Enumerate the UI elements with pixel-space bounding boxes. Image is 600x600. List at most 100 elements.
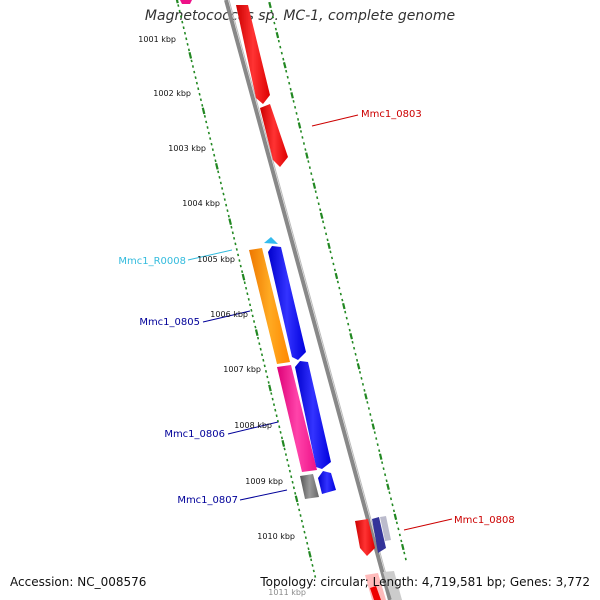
gene-Mmc1_0807[interactable]: [300, 474, 319, 499]
gene-feature-navy[interactable]: [372, 517, 386, 553]
ruler-right-minor-tick: [351, 340, 354, 344]
map-title: Magnetococcus sp. MC-1, complete genome: [144, 8, 456, 24]
gene-feature-gray-bottom[interactable]: [383, 571, 402, 600]
gene-Mmc1_0808[interactable]: [355, 519, 375, 556]
ruler-left-minor-tick: [264, 370, 268, 373]
ruler-right-minor-tick: [367, 407, 370, 410]
ruler-left-major-tick: [268, 384, 272, 392]
ruler-left-minor-tick: [288, 469, 291, 473]
ruler-left-minor-tick: [209, 137, 212, 140]
ruler-left-minor-tick: [287, 464, 290, 467]
ruler-labels: 1001 kbp 1002 kbp 1003 kbp 1004 kbp 1005…: [138, 35, 306, 597]
ruler-right-minor-tick: [282, 57, 285, 61]
ruler-left-minor-tick: [272, 403, 276, 407]
ruler-label-1010: 1010 kbp: [257, 532, 295, 541]
ruler-right-minor-tick: [358, 370, 362, 374]
gene-feature-blue-1[interactable]: [268, 246, 306, 360]
ruler-left-minor-tick: [247, 298, 250, 301]
ruler-left-minor-tick: [249, 303, 252, 307]
ruler-left-minor-tick: [191, 65, 194, 68]
ruler-right-minor-tick: [280, 51, 283, 55]
ruler-left-minor-tick: [201, 104, 204, 107]
gene-feature-blue-2[interactable]: [295, 361, 331, 469]
ruler-left-major-tick: [215, 162, 219, 170]
ruler-right-minor-tick: [356, 358, 359, 362]
ruler-right-minor-tick: [326, 238, 329, 242]
ruler-right-major-tick: [268, 1, 272, 9]
gene-Mmc1_0806[interactable]: [277, 365, 317, 472]
ruler-left-minor-tick: [284, 453, 287, 456]
ruler-right-minor-tick: [347, 322, 350, 326]
ruler-left-minor-tick: [312, 569, 315, 573]
ruler-label-1007: 1007 kbp: [223, 365, 261, 374]
ruler-right-minor-tick: [310, 172, 313, 175]
ruler-left-minor-tick: [223, 198, 226, 201]
ruler-left-minor-tick: [193, 70, 196, 74]
ruler-left-minor-tick: [225, 203, 228, 207]
ruler-right-minor-tick: [381, 461, 384, 464]
ruler-right-major-tick: [319, 212, 324, 219]
ruler-left-minor-tick: [210, 142, 213, 146]
gene-feature-red-1[interactable]: [236, 5, 270, 104]
leader-Mmc1_R0008: [187, 249, 233, 261]
ruler-left-minor-tick: [238, 259, 241, 262]
ruler-left-minor-tick: [198, 92, 201, 96]
ruler-right-minor-tick: [384, 473, 387, 477]
ruler-left-major-tick: [188, 52, 193, 59]
ruler-left-minor-tick: [271, 397, 274, 401]
ruler-left-minor-tick: [278, 425, 281, 429]
ruler-left-minor-tick: [197, 87, 200, 91]
ruler-left-minor-tick: [194, 76, 197, 79]
ruler-left-major-tick: [294, 495, 299, 503]
ruler-left-minor-tick: [221, 187, 224, 190]
gene-Mmc1_0805[interactable]: [249, 248, 290, 364]
ruler-right-major-tick: [282, 62, 287, 69]
ruler-right-minor-tick: [332, 262, 335, 266]
ruler-left-major-tick: [308, 550, 312, 558]
ruler-left-minor-tick: [235, 248, 238, 251]
label-Mmc1_R0008: Mmc1_R0008: [118, 256, 186, 267]
ruler-left-minor-tick: [214, 159, 217, 163]
ruler-right-minor-tick: [286, 75, 289, 79]
ruler-left-minor-tick: [177, 4, 180, 7]
ruler-left-minor-tick: [182, 26, 185, 30]
ruler-right-minor-tick: [369, 413, 372, 416]
gene-Mmc1_0803[interactable]: [260, 104, 288, 167]
ruler-left-minor-tick: [241, 270, 244, 273]
ruler-left-minor-tick: [185, 37, 188, 41]
ruler-right-minor-tick: [338, 286, 341, 290]
gene-feature-blue-3[interactable]: [318, 471, 336, 494]
ruler-left-minor-tick: [222, 192, 225, 196]
ruler-right-major-tick: [297, 122, 302, 129]
gene-feature-red-bottom[interactable]: [370, 586, 381, 600]
ruler-right-major-tick: [349, 333, 353, 340]
ruler-right-minor-tick: [292, 99, 295, 103]
ruler-left-minor-tick: [199, 98, 202, 102]
ruler-left-minor-tick: [203, 115, 206, 118]
leader-Mmc1_0803: [311, 114, 359, 127]
ruler-left-minor-tick: [253, 320, 256, 323]
gene-feature-top-left[interactable]: [180, 0, 192, 4]
ruler-label-1008: 1008 kbp: [234, 421, 272, 430]
ruler-left-minor-tick: [302, 525, 305, 528]
ruler-left-minor-tick: [239, 264, 242, 268]
ruler-right-minor-tick: [398, 533, 401, 537]
ruler-right-minor-tick: [404, 557, 407, 561]
ruler-right-minor-tick: [289, 87, 292, 91]
ruler-right-major-tick: [393, 513, 398, 521]
ruler-left-major-tick: [241, 273, 246, 281]
ruler-right-minor-tick: [375, 437, 378, 440]
ruler-left-minor-tick: [307, 547, 310, 551]
ruler-right-minor-tick: [285, 69, 288, 73]
ruler-right-minor-tick: [389, 497, 393, 501]
ruler-right-major-tick: [401, 543, 405, 551]
ruler-right-minor-tick: [322, 220, 325, 224]
gene-labels: Mmc1_0803 Mmc1_R0008 Mmc1_0805 Mmc1_0806…: [118, 109, 514, 526]
ruler-left-minor-tick: [251, 314, 254, 318]
gene-feature-lavender[interactable]: [380, 516, 391, 541]
ruler-right-minor-tick: [336, 280, 339, 284]
gene-Mmc1_R0008[interactable]: [264, 237, 278, 244]
ruler-left: [175, 0, 317, 578]
ruler-left-minor-tick: [231, 231, 234, 235]
